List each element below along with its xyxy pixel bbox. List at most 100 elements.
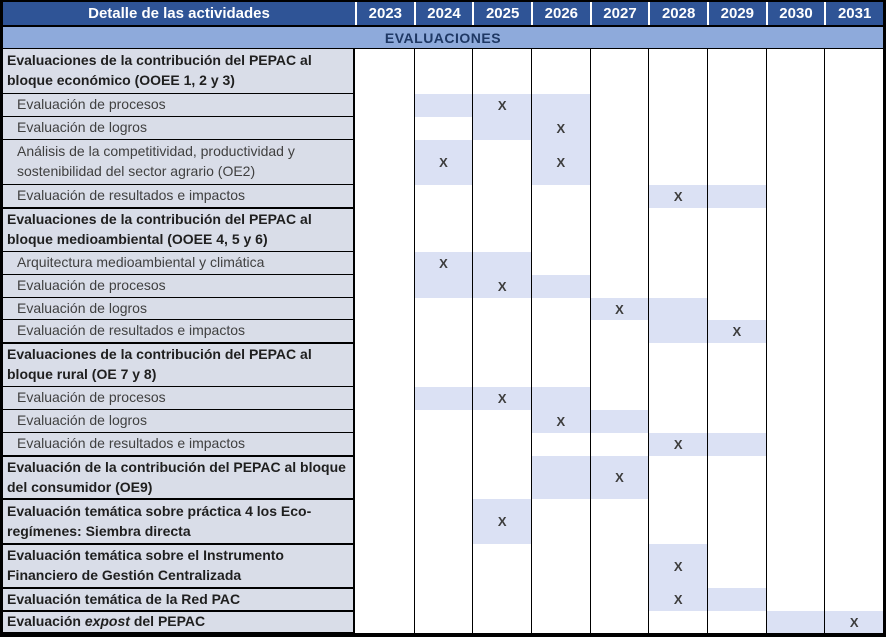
year-cell-2026 [531, 433, 590, 456]
table-body: Evaluaciones de la contribución del PEPA… [3, 49, 883, 633]
activity-label: Evaluaciones de la contribución del PEPA… [3, 49, 355, 94]
year-cell-2027 [589, 320, 649, 343]
year-header-2028: 2028 [648, 2, 707, 25]
year-cell-2028 [648, 275, 707, 298]
year-cell-2026 [531, 544, 590, 588]
year-cell-2023 [355, 410, 414, 433]
year-cell-2030 [765, 611, 825, 633]
year-cell-2030 [765, 275, 825, 298]
year-cell-2029 [707, 410, 766, 433]
year-cell-2030 [765, 588, 825, 611]
table-row: Evaluación de procesos X [3, 94, 883, 117]
year-cell-2027 [589, 410, 649, 433]
year-cell-2024 [413, 275, 473, 298]
year-cell-2030 [765, 185, 825, 208]
table-row: Evaluación de la contribución del PEPAC … [3, 456, 883, 499]
year-cell-2025: X [472, 94, 531, 117]
year-cell-2026 [531, 208, 590, 252]
activity-label: Arquitectura medioambiental y climática [3, 252, 355, 275]
table-row: Arquitectura medioambiental y climática X [3, 252, 883, 275]
year-cell-2026 [531, 499, 590, 544]
year-cell-2024 [413, 298, 473, 320]
year-cell-2030 [765, 499, 825, 544]
x-mark: X [673, 592, 683, 607]
year-cell-2024 [413, 456, 473, 499]
year-cell-2028 [648, 387, 707, 410]
year-cell-2023 [355, 49, 414, 94]
year-cell-2030 [765, 252, 825, 275]
year-cell-2026: X [531, 410, 590, 433]
year-cell-2023 [355, 252, 414, 275]
year-cell-2030 [765, 387, 825, 410]
year-cell-2026 [531, 611, 590, 633]
year-cell-2025 [472, 117, 531, 140]
year-cell-2027 [589, 49, 649, 94]
year-header-2030: 2030 [765, 2, 825, 25]
year-cell-2023 [355, 588, 414, 611]
year-cell-2031 [824, 387, 883, 410]
year-cell-2030 [765, 544, 825, 588]
x-mark: X [556, 121, 566, 136]
activity-label: Evaluación de logros [3, 410, 355, 433]
year-cell-2023 [355, 298, 414, 320]
year-cell-2026 [531, 49, 590, 94]
x-mark: X [497, 391, 507, 406]
year-cell-2025 [472, 343, 531, 387]
year-cell-2028 [648, 298, 707, 320]
year-cell-2027 [589, 433, 649, 456]
year-cell-2024 [413, 611, 473, 633]
year-cell-2025: X [472, 387, 531, 410]
year-cell-2023 [355, 611, 414, 633]
activity-label: Evaluación temática sobre el Instrumento… [3, 544, 355, 588]
year-cell-2028 [648, 410, 707, 433]
year-header-2023: 2023 [355, 2, 414, 25]
year-cell-2023 [355, 117, 414, 140]
year-cell-2030 [765, 433, 825, 456]
year-cell-2026 [531, 94, 590, 117]
table-row: Evaluaciones de la contribución del PEPA… [3, 49, 883, 94]
year-cell-2027 [589, 185, 649, 208]
year-cell-2029 [707, 611, 766, 633]
activity-label: Evaluaciones de la contribución del PEPA… [3, 343, 355, 387]
x-mark: X [615, 470, 624, 485]
activity-label: Evaluación de resultados e impactos [3, 185, 355, 208]
table-row: Análisis de la competitividad, productiv… [3, 140, 883, 185]
activity-label: Evaluación de logros [3, 298, 355, 320]
table-row: Evaluación expost del PEPAC X [3, 611, 883, 633]
table-row: Evaluación de logros X [3, 298, 883, 320]
year-cell-2026 [531, 343, 590, 387]
year-cell-2023 [355, 320, 414, 343]
year-cell-2024 [413, 343, 473, 387]
table-row: Evaluación de procesos X [3, 275, 883, 298]
year-cell-2028 [648, 117, 707, 140]
year-cell-2023 [355, 185, 414, 208]
year-cell-2030 [765, 456, 825, 499]
year-cell-2028 [648, 343, 707, 387]
year-cell-2024 [413, 433, 473, 456]
year-cell-2023 [355, 433, 414, 456]
x-mark: X [849, 614, 859, 630]
year-cell-2030 [765, 49, 825, 94]
year-cell-2025 [472, 185, 531, 208]
table-row: Evaluación de resultados e impactos X [3, 433, 883, 456]
activity-label: Evaluación de logros [3, 117, 355, 140]
year-cell-2026 [531, 298, 590, 320]
year-cell-2027 [589, 208, 649, 252]
year-cell-2029: X [707, 320, 766, 343]
year-cell-2023 [355, 456, 414, 499]
year-cell-2027 [589, 343, 649, 387]
year-cell-2024 [413, 117, 473, 140]
year-cell-2025 [472, 252, 531, 275]
year-cell-2029 [707, 343, 766, 387]
year-cell-2025 [472, 298, 531, 320]
year-cell-2023 [355, 275, 414, 298]
activity-label: Evaluación de procesos [3, 387, 355, 410]
year-cell-2030 [765, 343, 825, 387]
year-cell-2024 [413, 588, 473, 611]
table-row: Evaluaciones de la contribución del PEPA… [3, 208, 883, 252]
activities-column-header: Detalle de las actividades [88, 5, 270, 22]
table-row: Evaluación de procesos X [3, 387, 883, 410]
year-cell-2031 [824, 252, 883, 275]
year-cell-2030 [765, 140, 825, 185]
